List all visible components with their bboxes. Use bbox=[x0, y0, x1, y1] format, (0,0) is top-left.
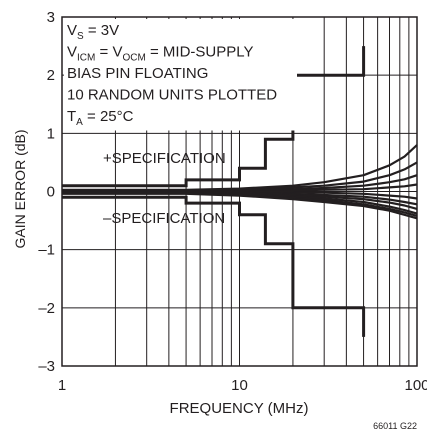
y-tick-label: 1 bbox=[47, 125, 55, 142]
x-tick-label: 100 bbox=[404, 377, 427, 394]
condition-line-3: BIAS PIN FLOATING bbox=[67, 65, 208, 82]
x-tick-label: 1 bbox=[58, 377, 66, 394]
specification-limits bbox=[62, 46, 366, 337]
lower-specification-line bbox=[62, 195, 366, 337]
condition-line-1: VS = 3V bbox=[67, 22, 119, 42]
conditions-background bbox=[64, 19, 297, 131]
y-tick-label: 3 bbox=[47, 9, 55, 26]
plot-frame bbox=[61, 16, 418, 367]
figure-id: 66011 G22 bbox=[373, 421, 417, 431]
condition-line-5: TA = 25°C bbox=[67, 108, 134, 128]
data-series-line-10 bbox=[62, 192, 418, 220]
x-axis-label: FREQUENCY (MHz) bbox=[170, 400, 309, 417]
y-tick-label: –3 bbox=[38, 358, 55, 375]
y-tick-label: –1 bbox=[38, 242, 55, 259]
y-tick-label: –2 bbox=[38, 300, 55, 317]
y-tick-label: 2 bbox=[47, 67, 55, 84]
condition-line-2: VICM = VOCM = MID-SUPPLY bbox=[67, 44, 253, 64]
minus-specification-label: –SPECIFICATION bbox=[103, 210, 225, 227]
upper-specification-line bbox=[62, 46, 366, 188]
y-axis-label: GAIN ERROR (dB) bbox=[12, 129, 28, 248]
y-tick-label: 0 bbox=[47, 184, 55, 201]
plus-specification-label: +SPECIFICATION bbox=[103, 150, 226, 167]
condition-line-4: 10 RANDOM UNITS PLOTTED bbox=[67, 87, 277, 104]
data-series bbox=[62, 144, 418, 220]
x-tick-label: 10 bbox=[231, 377, 248, 394]
